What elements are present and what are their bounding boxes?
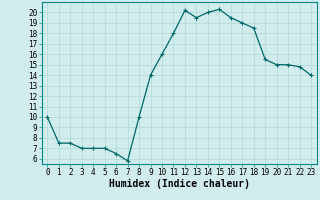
X-axis label: Humidex (Indice chaleur): Humidex (Indice chaleur) — [109, 179, 250, 189]
